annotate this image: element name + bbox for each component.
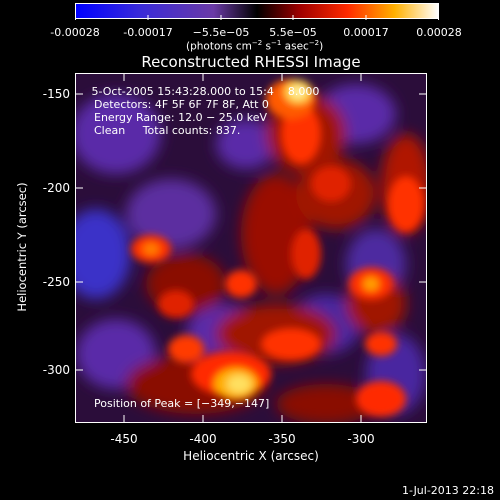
colorbar-tick-label: 0.00028 [416,26,462,39]
x-tick-label: -450 [110,432,138,446]
y-tick-label: -150 [42,87,70,101]
colorbar-tick-label: 0.00017 [343,26,389,39]
image-title: Reconstructed RHESSI Image [141,53,361,71]
info-time-range: 5-Oct-2005 15:43:28.000 to 15:4 8.000 [88,85,320,98]
colorbar [75,3,439,19]
colorbar-tick-label: 5.5e−05 [269,26,317,39]
y-tick-label: -250 [42,275,70,289]
y-axis-label: Heliocentric Y (arcsec) [15,182,29,312]
y-tick-label: -300 [42,363,70,377]
x-axis-label: Heliocentric X (arcsec) [183,449,319,463]
rhessi-image-panel [75,73,427,423]
y-tick-label: -200 [42,181,70,195]
x-tick-label: -300 [347,432,375,446]
colorbar-tick-label: -0.00028 [50,26,100,39]
info-energy-range: Energy Range: 12.0 − 25.0 keV [94,111,268,124]
axis-tick-marks [75,73,427,423]
colorbar-tick-label: −5.5e−05 [192,26,250,39]
x-tick-label: -350 [268,432,296,446]
rhessi-image [76,74,426,422]
x-tick-label: -400 [189,432,217,446]
colorbar-tick-label: -0.00017 [123,26,173,39]
peak-position-label: Position of Peak = [−349,−147] [94,397,270,410]
colorbar-tick-marks [75,15,439,20]
footer-timestamp: 1-Jul-2013 22:18 [401,484,494,497]
info-detectors: Detectors: 4F 5F 6F 7F 8F, Att 0 [94,98,269,111]
info-clean-counts: Clean Total counts: 837. [94,124,241,137]
colorbar-units: (photons cm−2 s−1 asec−2) [186,39,324,53]
